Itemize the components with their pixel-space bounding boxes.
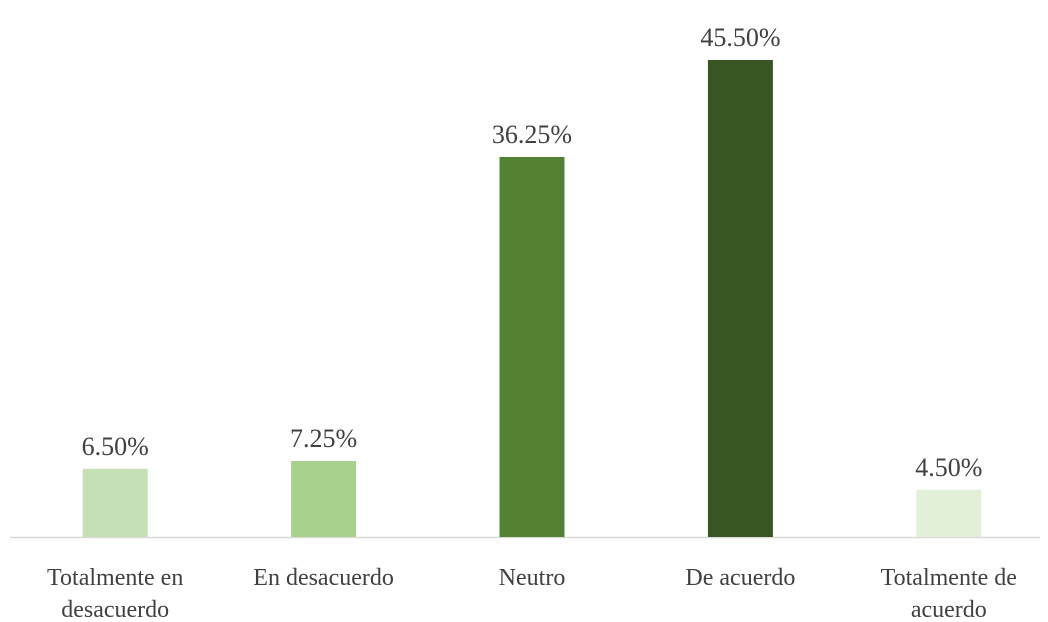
x-tick-label: Totalmente de acuerdo xyxy=(880,565,1017,622)
data-label: 7.25% xyxy=(290,424,357,453)
data-label: 36.25% xyxy=(492,120,572,149)
x-tick-label: Neutro xyxy=(498,565,566,591)
x-tick-label: En desacuerdo xyxy=(253,565,394,591)
data-label: 4.50% xyxy=(915,453,982,482)
x-tick-label: Totalmente en desacuerdo xyxy=(47,565,184,622)
bar xyxy=(707,60,773,537)
x-tick-label: De acuerdo xyxy=(685,565,796,591)
data-label: 45.50% xyxy=(700,23,780,52)
bar xyxy=(291,460,357,537)
data-label: 6.50% xyxy=(82,432,149,461)
bar xyxy=(82,468,148,537)
bar xyxy=(916,489,982,537)
bar xyxy=(499,156,565,537)
